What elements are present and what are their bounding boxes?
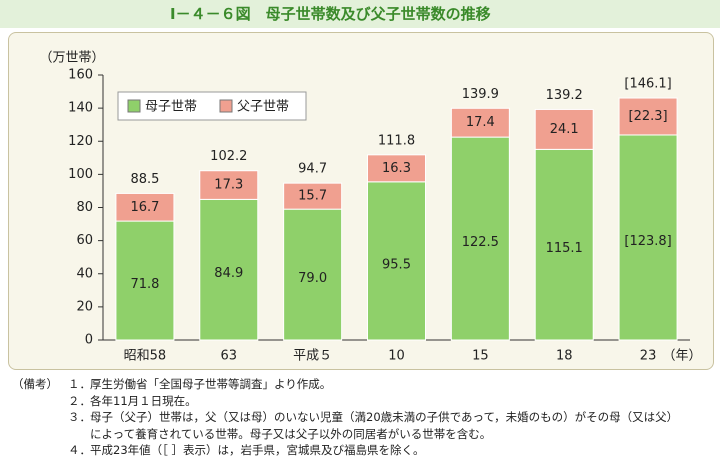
bar-segment: [367, 154, 426, 183]
y-tick-label: 0: [85, 333, 93, 348]
value-label: 115.1: [546, 241, 583, 256]
bar-segment: [199, 198, 259, 341]
note-label: （備考）: [12, 377, 58, 391]
value-label: 71.8: [130, 277, 159, 292]
note-text: 各年11月１日現在。: [90, 393, 197, 410]
value-label: 79.0: [298, 271, 327, 286]
total-label: 139.2: [546, 88, 583, 103]
bar-segment: [450, 136, 510, 341]
legend-label: 母子世帯: [145, 100, 197, 115]
note-row: ２． 各年11月１日現在。: [12, 393, 712, 410]
x-tick-label: 平成５: [293, 349, 332, 364]
value-label: 84.9: [214, 266, 243, 281]
bar-segment: [283, 182, 343, 210]
note-label: [12, 393, 68, 410]
note-number: ２．: [68, 393, 91, 408]
note-line: 各年11月１日現在。: [90, 393, 197, 408]
note-row: ３． 母子（父子）世帯は，父（又は母）のいない児童（満20歳未満の子供であって，未…: [12, 409, 712, 442]
bar-segment: [367, 181, 426, 341]
note-number: ３．: [68, 410, 91, 424]
bar-segment: [115, 192, 175, 222]
note-label: [12, 409, 68, 442]
chart-title: Ⅰ－４－６図 母子世帯数及び父子世帯数の推移: [0, 0, 720, 28]
note-line: によって養育されている世帯。母子又は父子以外の同居者がいる世帯を含む。: [90, 426, 492, 441]
note-line: 厚生労働省「全国母子世帯等調査」より作成。: [90, 377, 332, 391]
value-label: 15.7: [298, 189, 327, 204]
y-tick-label: 100: [68, 167, 93, 182]
x-tick-label: 63: [221, 349, 238, 364]
y-tick-label: 120: [68, 134, 93, 149]
bar-segment: [534, 108, 594, 150]
note-row: （備考） １． 厚生労働省「全国母子世帯等調査」より作成。: [12, 376, 712, 393]
value-label: [123.8]: [624, 234, 671, 249]
legend-label: 父子世帯: [237, 100, 289, 115]
x-tick-label: 23: [640, 349, 657, 364]
bar-segment: [115, 220, 175, 341]
value-label: [22.3]: [629, 109, 668, 124]
chart: （万世帯） 0 20 40 60 80 100 120 140 160 昭和58 71.8 16.7 88…: [39, 51, 701, 364]
note-text: 厚生労働省「全国母子世帯等調査」より作成。: [90, 376, 331, 393]
value-label: 24.1: [550, 122, 579, 137]
y-tick-label: 40: [76, 266, 93, 281]
note-row: ４． 平成23年値（［ ］表示）は，岩手県，宮城県及び福島県を除く。: [12, 442, 712, 459]
note-text: 母子（父子）世帯は，父（又は母）のいない児童（満20歳未満の子供であって，未婚の…: [90, 409, 678, 442]
note-number: ４．: [68, 443, 91, 457]
x-tick-label: 10: [388, 349, 405, 364]
y-tick-label: 20: [76, 299, 93, 314]
bar-segment: [534, 148, 594, 341]
bar-segment: [618, 97, 678, 136]
y-tick-label: 80: [76, 200, 93, 215]
bar-segment: [199, 170, 259, 200]
bar-segment: [450, 107, 510, 138]
note-label: [12, 442, 68, 459]
total-label: 88.5: [130, 172, 159, 187]
x-tick-label: 18: [556, 349, 573, 364]
value-label: 17.4: [466, 115, 495, 130]
y-tick-label: 160: [68, 68, 93, 83]
bar-segment: [618, 134, 678, 341]
note-number: １．: [68, 377, 91, 391]
total-label: 111.8: [378, 133, 415, 148]
note-text: 平成23年値（［ ］表示）は，岩手県，宮城県及び福島県を除く。: [90, 442, 425, 459]
total-label: 139.9: [462, 87, 499, 102]
legend-swatch: [219, 99, 233, 113]
value-label: 16.7: [130, 200, 159, 215]
value-label: 95.5: [382, 257, 411, 272]
y-tick-label: 60: [76, 233, 93, 248]
value-label: 17.3: [214, 178, 243, 193]
notes: （備考） １． 厚生労働省「全国母子世帯等調査」より作成。 ２． 各年11月１日現在。 ３…: [12, 376, 712, 459]
legend-box: [117, 91, 307, 121]
value-label: 122.5: [462, 235, 499, 250]
x-axis-label: （年）: [662, 349, 701, 364]
y-axis-label: （万世帯）: [39, 51, 104, 66]
y-tick-label: 140: [68, 101, 93, 116]
total-label: [146.1]: [624, 77, 671, 92]
value-label: 16.3: [382, 161, 411, 176]
total-label: 102.2: [210, 149, 247, 164]
x-tick-label: 15: [472, 349, 489, 364]
x-tick-label: 昭和58: [124, 349, 167, 364]
note-line: 平成23年値（［ ］表示）は，岩手県，宮城県及び福島県を除く。: [90, 443, 425, 457]
legend-swatch: [127, 99, 141, 113]
total-label: 94.7: [298, 162, 327, 177]
bar-segment: [283, 208, 343, 341]
note-line: 母子（父子）世帯は，父（又は母）のいない児童（満20歳未満の子供であって，未婚の…: [90, 410, 679, 424]
